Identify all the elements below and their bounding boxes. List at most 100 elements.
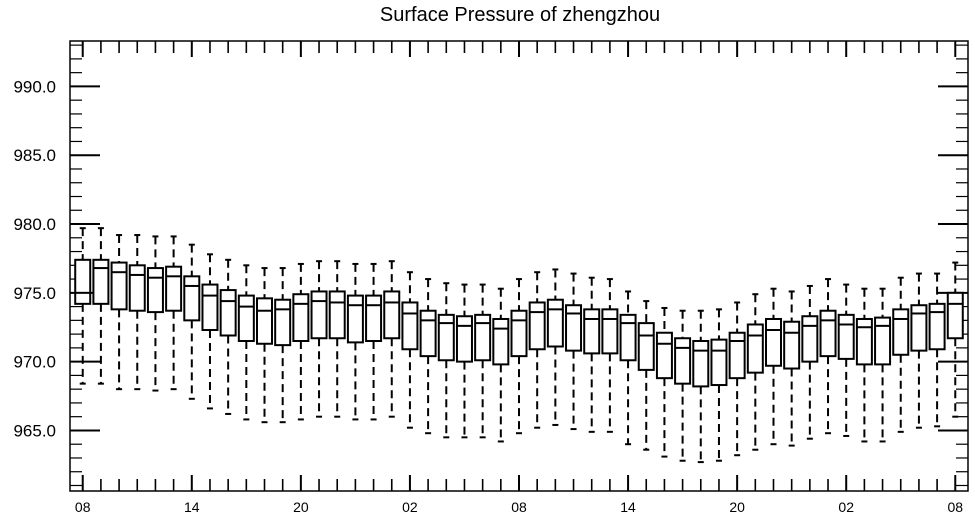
box-plot-item [328, 260, 346, 418]
y-tick-label: 990.0 [13, 77, 56, 96]
box-plot-item [801, 284, 819, 440]
box-plot-item [655, 306, 673, 458]
chart-title: Surface Pressure of zhengzhou [380, 4, 660, 26]
y-axis: 990.0 985.0 980.0 975.0 970.0 965.0 [13, 77, 56, 440]
box-plot-item [874, 287, 892, 443]
box-plot-item [310, 260, 328, 418]
box-iqr [492, 317, 510, 366]
x-tick-label: 08 [947, 499, 963, 515]
box-plot-item [146, 235, 164, 392]
box-iqr [637, 322, 655, 371]
box-iqr [510, 309, 528, 358]
box-plot-item [819, 278, 837, 435]
x-axis: 08 14 20 02 08 14 20 02 08 [75, 499, 963, 515]
x-tick-label: 02 [402, 499, 418, 515]
box-plot-item [546, 268, 564, 426]
box-iqr [528, 301, 546, 351]
box-plot-item [346, 262, 364, 421]
box-plot-item [910, 272, 928, 429]
box-iqr [728, 331, 746, 380]
box-iqr [783, 320, 801, 370]
box-iqr [874, 316, 892, 366]
y-tick-label: 980.0 [13, 215, 56, 234]
y-tick-label: 965.0 [13, 421, 56, 440]
box-iqr [819, 309, 837, 358]
box-iqr [274, 298, 292, 347]
box-iqr [619, 313, 637, 362]
box-plot-item [365, 262, 383, 421]
box-plot-item [92, 227, 110, 385]
box-plot-item [110, 234, 128, 391]
box-iqr [546, 298, 564, 348]
box-plot-item [637, 300, 655, 451]
box-plot-item [510, 278, 528, 435]
box-iqr [601, 308, 619, 355]
box-plot-item [419, 278, 437, 435]
box-plot-item [128, 234, 146, 391]
box-iqr [710, 338, 728, 387]
box-iqr [437, 313, 455, 362]
box-plot-item [728, 301, 746, 457]
box-plot-item [601, 278, 619, 433]
box-iqr [256, 297, 274, 345]
box-iqr [565, 304, 583, 352]
box-plot-item [201, 253, 219, 410]
x-tick-label: 14 [620, 499, 636, 515]
x-tick-label: 02 [838, 499, 854, 515]
box-iqr [474, 313, 492, 362]
box-plot-series [74, 227, 964, 464]
box-iqr [401, 301, 419, 351]
box-iqr [346, 294, 364, 344]
box-iqr [655, 331, 673, 380]
box-plot-item [219, 258, 237, 415]
box-iqr [74, 258, 92, 305]
box-plot-item [292, 262, 310, 421]
box-plot-item [383, 260, 401, 418]
box-iqr [419, 309, 437, 358]
box-iqr [837, 313, 855, 360]
box-iqr [165, 265, 183, 312]
box-iqr [892, 308, 910, 356]
box-plot-item [165, 235, 183, 391]
box-plot-item [783, 290, 801, 447]
box-iqr [292, 293, 310, 342]
box-iqr [674, 337, 692, 385]
box-iqr [692, 340, 710, 388]
box-plot-item [692, 309, 710, 464]
x-tick-label: 08 [75, 499, 91, 515]
x-tick-label: 08 [511, 499, 527, 515]
box-iqr [365, 294, 383, 343]
box-plot-item [855, 287, 873, 443]
box-iqr [310, 290, 328, 340]
box-iqr [201, 283, 219, 331]
box-iqr [946, 291, 964, 340]
box-plot-item [710, 308, 728, 462]
box-plot-item [492, 287, 510, 443]
x-tick-label: 20 [293, 499, 309, 515]
box-plot-item [764, 287, 782, 446]
box-iqr [219, 289, 237, 337]
box-plot-item [274, 267, 292, 424]
box-iqr [383, 290, 401, 340]
box-plot-item [946, 261, 964, 418]
box-iqr [455, 315, 473, 363]
box-plot-item [455, 283, 473, 439]
box-iqr [746, 323, 764, 374]
box-plot-item [256, 267, 274, 424]
box-plot-item [437, 282, 455, 439]
box-iqr [146, 267, 164, 314]
box-iqr [910, 304, 928, 352]
box-plot-item [892, 276, 910, 433]
box-plot-item [401, 271, 419, 429]
box-iqr [583, 308, 601, 355]
box-iqr [128, 264, 146, 312]
box-plot-item [674, 309, 692, 462]
x-tick-label: 20 [729, 499, 745, 515]
box-plot-item [746, 293, 764, 451]
box-plot-item [565, 272, 583, 431]
y-tick-label: 970.0 [13, 353, 56, 372]
box-iqr [328, 290, 346, 340]
box-plot-item [928, 272, 946, 428]
